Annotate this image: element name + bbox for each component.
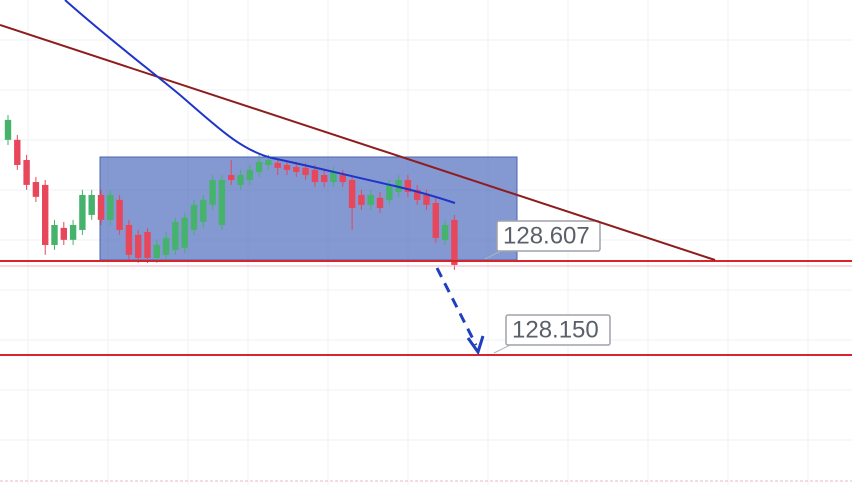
candle-body <box>237 175 244 185</box>
candle-body <box>293 167 300 172</box>
candle-body <box>451 219 458 265</box>
candle-body <box>4 119 12 140</box>
candle-body <box>414 189 421 200</box>
candle-body <box>42 184 49 245</box>
candle-body <box>116 199 123 230</box>
candles <box>4 114 458 270</box>
candle-body <box>32 182 40 197</box>
candle-body <box>14 139 21 165</box>
candle-body <box>23 160 30 185</box>
level-label: 128.607 <box>503 222 590 249</box>
candle-body <box>69 225 77 240</box>
candle-body <box>107 194 114 220</box>
candle-body <box>209 179 216 205</box>
candle-body <box>97 194 105 220</box>
candle-body <box>386 184 393 200</box>
candle-body <box>283 164 291 170</box>
candle-body <box>88 194 95 215</box>
candle-body <box>274 162 281 168</box>
candle-body <box>200 199 207 222</box>
candle-body <box>228 175 235 180</box>
candle-body <box>172 221 179 250</box>
candle-body <box>404 179 412 192</box>
candle-body <box>358 194 365 205</box>
moving-average <box>64 0 456 204</box>
candle-body <box>339 175 346 183</box>
candle-body <box>246 169 253 180</box>
level-label-box <box>505 314 611 346</box>
candle-body <box>302 167 309 176</box>
levels: 128.607 128.150 <box>0 220 852 357</box>
label-pointer <box>484 250 502 260</box>
candle-body <box>181 217 188 248</box>
candle-body <box>311 169 319 183</box>
candle-body <box>162 237 170 255</box>
label-pointer <box>493 344 511 354</box>
candle-body <box>153 244 160 258</box>
forecast-arrow <box>435 267 478 346</box>
arrow-head <box>466 335 485 356</box>
candle-body <box>367 194 374 205</box>
candle-body <box>265 160 272 165</box>
trend-line <box>0 24 716 261</box>
candle-body <box>218 179 226 226</box>
candle-body <box>79 194 86 230</box>
candle-body <box>348 179 356 208</box>
candle-body <box>190 204 198 230</box>
candle-body <box>441 225 449 240</box>
level-label-box <box>496 220 601 252</box>
candle-body <box>330 171 337 183</box>
candle-body <box>125 225 133 255</box>
candle-body <box>423 194 430 205</box>
candle-body <box>135 234 142 258</box>
level-label: 128.150 <box>512 316 599 343</box>
candle-body <box>432 203 439 238</box>
candle-body <box>376 197 384 208</box>
candle-body <box>144 232 151 258</box>
candle-body <box>60 227 67 240</box>
candle-body <box>51 225 58 245</box>
candle-body <box>255 161 263 172</box>
candle-body <box>321 175 328 183</box>
